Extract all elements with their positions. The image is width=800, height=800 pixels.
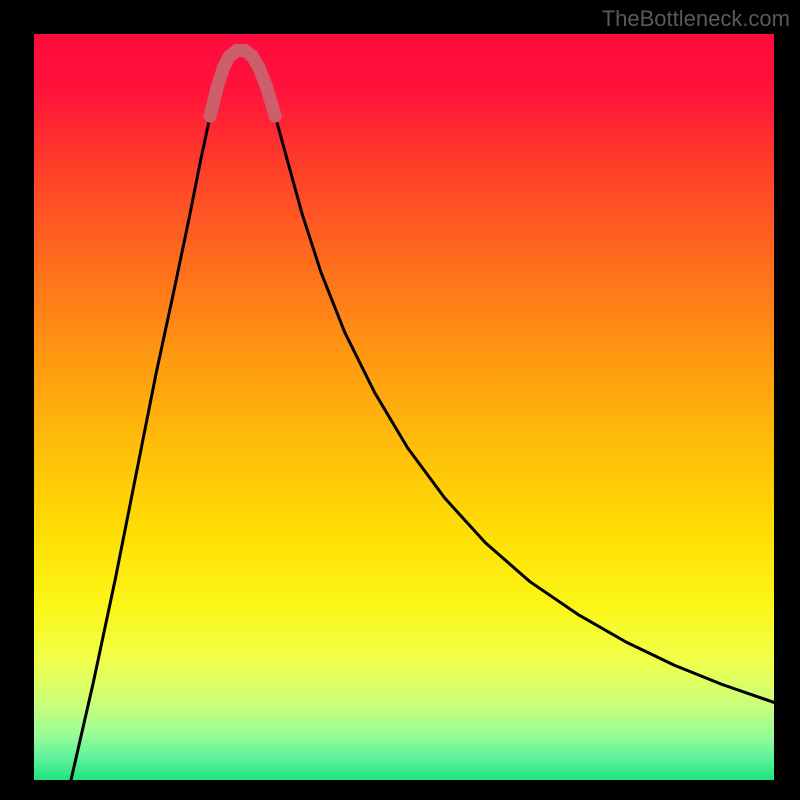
highlight-bead (269, 110, 282, 123)
highlight-bead (204, 110, 217, 123)
highlight-bead (252, 61, 265, 74)
bottleneck-curve (71, 50, 774, 780)
highlight-bead (246, 50, 259, 63)
curve-overlay-svg (0, 0, 800, 800)
highlight-bead (217, 61, 230, 74)
highlight-bead (211, 80, 224, 93)
highlight-bead (260, 80, 273, 93)
watermark-text: TheBottleneck.com (602, 6, 790, 32)
